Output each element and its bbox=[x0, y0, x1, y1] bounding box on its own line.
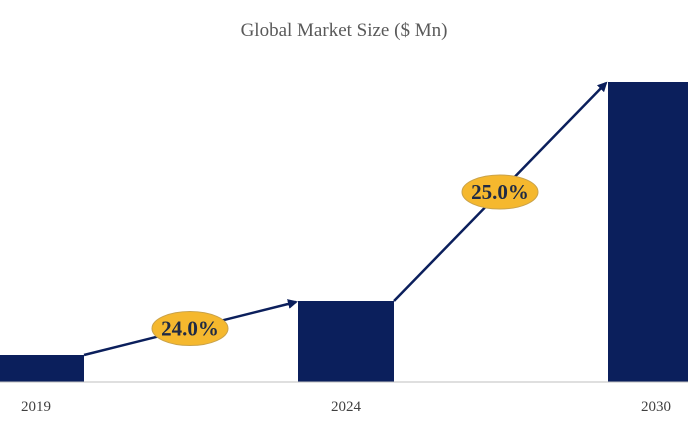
x-tick-label-2019: 2019 bbox=[21, 399, 51, 415]
bar-2019 bbox=[0, 355, 84, 382]
growth-badge-2024-2030: 25.0% bbox=[461, 174, 539, 210]
bar-2024 bbox=[298, 301, 394, 382]
bars-layer bbox=[0, 82, 688, 382]
growth-badge-shape bbox=[151, 311, 229, 346]
growth-badge-2019-2024: 24.0% bbox=[151, 311, 229, 346]
chart-title: Global Market Size ($ Mn) bbox=[241, 20, 448, 41]
x-tick-label-2024: 2024 bbox=[331, 399, 362, 415]
growth-rate-label: 24.0% bbox=[161, 317, 219, 341]
x-tick-label-2030: 2030 bbox=[641, 399, 671, 415]
growth-badges: 24.0% 25.0% bbox=[151, 174, 539, 346]
bar-2030 bbox=[608, 82, 688, 382]
growth-rate-label: 25.0% bbox=[471, 180, 529, 204]
x-axis-ticks: 2019 2024 2030 bbox=[21, 399, 671, 415]
growth-badge-shape bbox=[461, 174, 539, 210]
